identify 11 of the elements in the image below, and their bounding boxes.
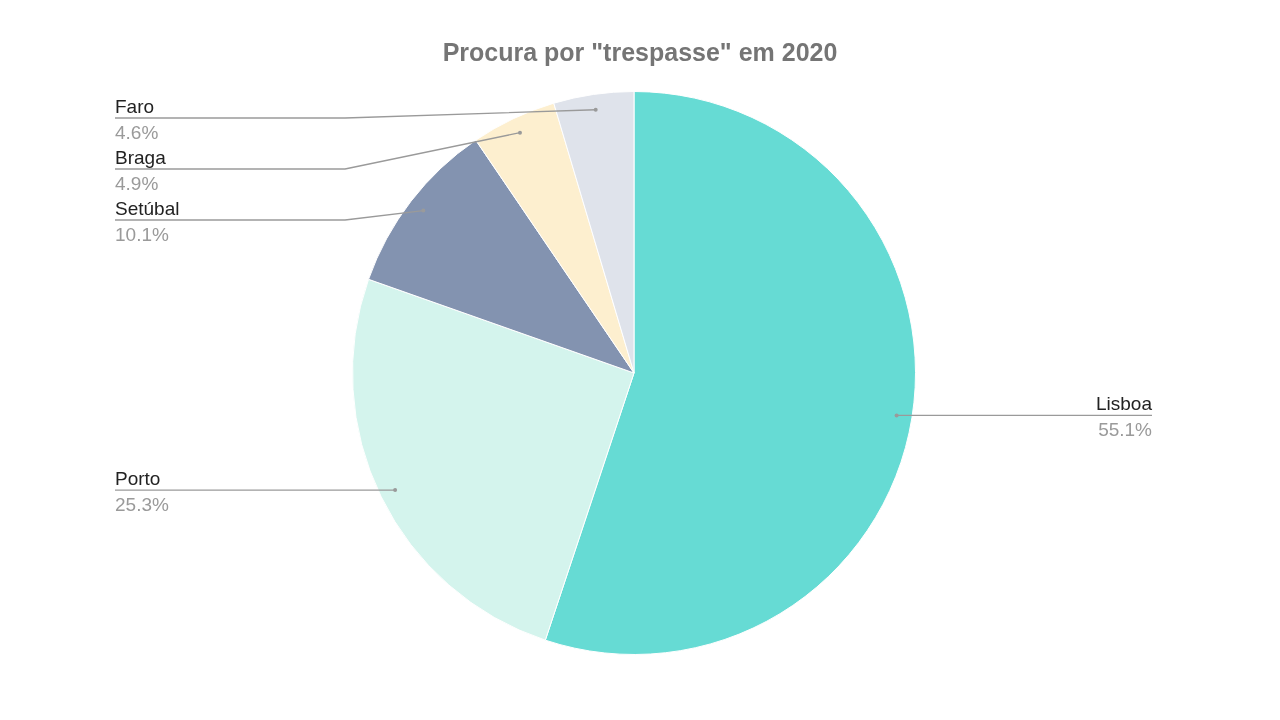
data-label: 10.1% — [115, 224, 169, 245]
slice-label: Faro — [115, 96, 155, 117]
data-label: 4.9% — [115, 173, 159, 194]
data-label: 4.6% — [115, 122, 159, 143]
chart-title: Procura por "trespasse" em 2020 — [441, 38, 839, 67]
slice-label: Setúbal — [115, 198, 180, 219]
data-label: 55.1% — [1098, 419, 1153, 441]
slice-label: Lisboa — [1096, 393, 1153, 415]
data-label: 25.3% — [115, 494, 169, 516]
slice-label: Braga — [115, 147, 167, 168]
slice-label: Porto — [115, 468, 161, 490]
